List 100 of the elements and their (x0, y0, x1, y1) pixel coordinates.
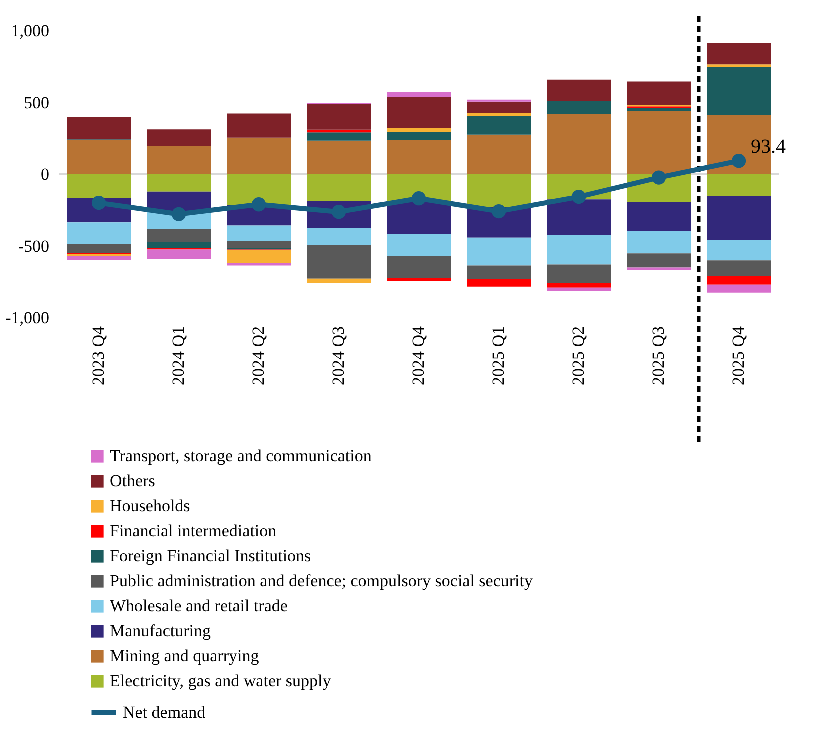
bar (387, 97, 451, 128)
y-tick-label: 1,000 (11, 22, 50, 40)
bar (147, 130, 211, 146)
bar (547, 200, 611, 236)
point (92, 196, 106, 210)
bar (707, 284, 771, 293)
bar (387, 92, 451, 98)
legend-label: Foreign Financial Institutions (110, 546, 312, 566)
x-tick-label: 2024 Q4 (409, 326, 428, 386)
legend-label: Electricity, gas and water supply (110, 672, 332, 690)
bar (147, 174, 211, 192)
bar (67, 117, 131, 140)
legend-label: Net demand (123, 703, 206, 722)
bar (467, 102, 531, 114)
bar (387, 128, 451, 132)
bar (227, 226, 291, 241)
bar (707, 67, 771, 116)
bar (387, 256, 451, 278)
bar (707, 240, 771, 261)
bar (67, 256, 131, 260)
bar (307, 130, 371, 133)
bar (307, 104, 371, 130)
bar (387, 234, 451, 256)
bar (227, 138, 291, 174)
bar (227, 240, 291, 248)
point (172, 207, 186, 222)
bar (627, 231, 691, 254)
bar (467, 279, 531, 287)
legend-label: Public administration and defence; compulsory social security (110, 572, 534, 590)
y-tick-label: -500 (18, 236, 50, 256)
point (492, 204, 506, 219)
bar (547, 80, 611, 102)
point (252, 198, 266, 212)
point (332, 205, 346, 220)
legend-label: Manufacturing (110, 622, 212, 640)
bar (67, 174, 131, 198)
bar (387, 140, 451, 174)
bar (627, 202, 691, 232)
y-tick-label: -1,000 (6, 308, 50, 328)
y-tick-label: 0 (41, 165, 50, 184)
x-tick-label: 2024 Q1 (169, 326, 188, 386)
bar (307, 140, 371, 174)
x-tick-label: 2023 Q4 (89, 326, 108, 386)
bar (627, 82, 691, 106)
x-tick-label: 2024 Q3 (329, 326, 348, 386)
legend-label: Transport, storage and communication (110, 446, 372, 466)
bar (147, 229, 211, 242)
bar (387, 278, 451, 282)
bar (627, 254, 691, 268)
bar (387, 132, 451, 140)
bar (627, 108, 691, 112)
bar (307, 228, 371, 246)
legend-label: Others (110, 472, 156, 490)
bar (387, 202, 451, 234)
bar (227, 250, 291, 264)
bar (707, 174, 771, 196)
legend-label: Wholesale and retail trade (110, 596, 288, 616)
bar (707, 64, 771, 68)
bar (707, 196, 771, 241)
bar (67, 140, 131, 174)
legend-label: Mining and quarrying (110, 646, 260, 666)
bar (147, 242, 211, 248)
bar (707, 260, 771, 276)
bar (307, 174, 371, 202)
bar (547, 101, 611, 114)
bar (467, 134, 531, 174)
bar (547, 235, 611, 265)
bar (147, 146, 211, 174)
bar (227, 174, 291, 206)
x-tick-label: 2025 Q3 (649, 326, 668, 386)
bar (67, 244, 131, 254)
bar (467, 116, 531, 135)
bar (547, 283, 611, 288)
bar (547, 264, 611, 284)
bar (307, 246, 371, 279)
bar (227, 114, 291, 138)
bar (147, 250, 211, 260)
bar (467, 266, 531, 280)
x-tick-label: 2024 Q2 (249, 326, 268, 386)
bar (547, 288, 611, 292)
bar (467, 113, 531, 117)
point (572, 190, 586, 204)
point (652, 170, 666, 185)
legend-label: Households (110, 496, 190, 516)
x-tick-label: 2025 Q2 (569, 326, 588, 386)
x-tick-label: 2025 Q1 (489, 326, 508, 386)
point (412, 192, 426, 206)
bar (467, 174, 531, 208)
bar (627, 111, 691, 174)
y-tick-label: 500 (24, 93, 50, 112)
bar (307, 132, 371, 141)
legend-label: Financial intermediation (110, 522, 278, 540)
bar (467, 238, 531, 266)
x-tick-label: 2025 Q4 (729, 326, 748, 386)
bar (707, 43, 771, 65)
bar (547, 114, 611, 174)
bar (307, 278, 371, 284)
bar (67, 222, 131, 244)
point (732, 154, 746, 168)
bar (227, 263, 291, 266)
